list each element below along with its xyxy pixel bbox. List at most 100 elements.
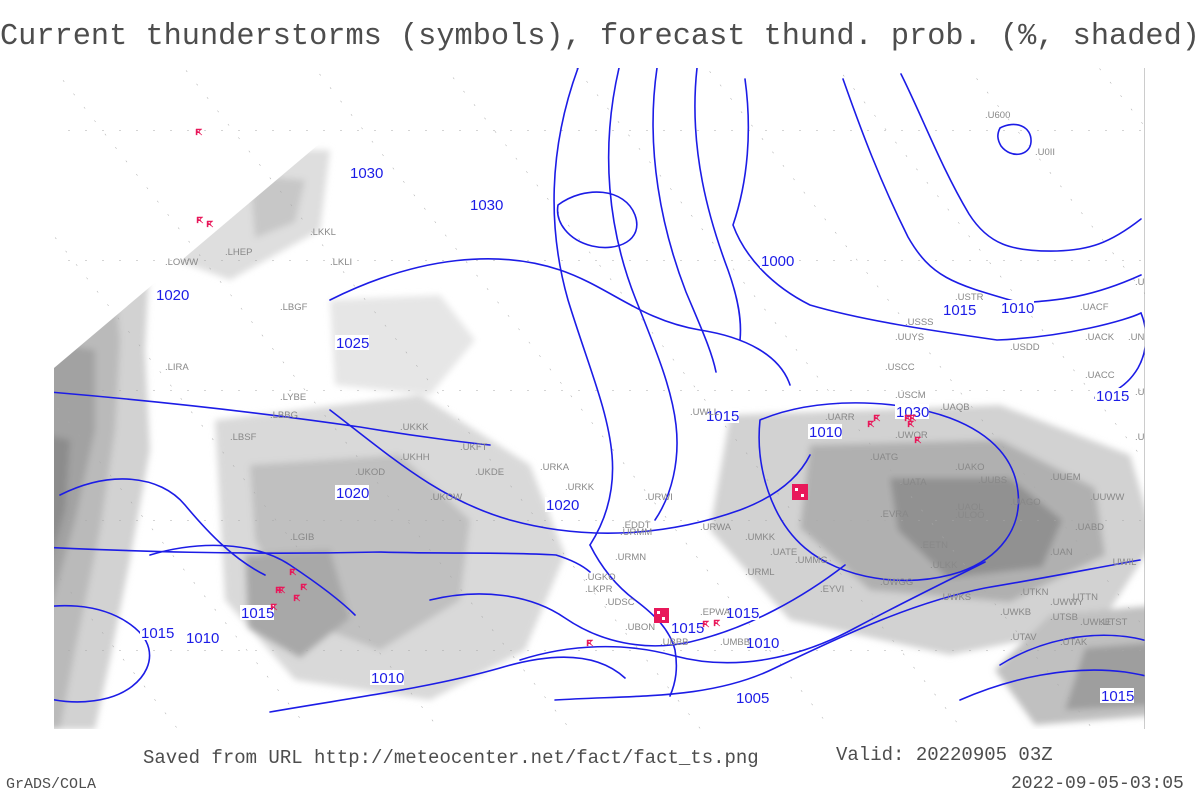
svg-text:.UACC: .UACC [1085,370,1115,381]
svg-text:.UNNT: .UNNT [1128,332,1157,343]
svg-text:.USSS: .USSS [905,317,934,328]
svg-text:.UUYS: .UUYS [895,332,924,343]
svg-text:.URKA: .URKA [540,462,570,473]
svg-text:.UTTN: .UTTN [1070,592,1098,603]
svg-text:.UTST: .UTST [1100,617,1128,628]
svg-text:.UWGG: .UWGG [880,577,913,588]
svg-text:1010: 1010 [371,670,404,687]
svg-text:1015: 1015 [943,302,976,319]
svg-text:.UABD: .UABD [1075,522,1104,533]
svg-text:.USCC: .USCC [885,362,915,373]
svg-text:.UWKB: .UWKB [1000,607,1031,618]
svg-text:.URWI: .URWI [645,492,673,503]
svg-text:.UAGO: .UAGO [1010,497,1041,508]
svg-text:.UMMG: .UMMG [795,555,828,566]
svg-text:.UKDE: .UKDE [475,467,504,478]
svg-text:.USRO: .USRO [1145,367,1175,378]
svg-text:.URWA: .URWA [700,522,732,533]
svg-text:.U600: .U600 [985,110,1010,121]
svg-text:.UASP: .UASP [1135,387,1164,398]
svg-text:.UATG: .UATG [870,452,898,463]
svg-text:.UKOD: .UKOD [355,467,385,478]
svg-text:.USDD: .USDD [1010,342,1040,353]
svg-text:1025: 1025 [336,335,369,352]
svg-text:.UWKS: .UWKS [940,592,971,603]
svg-text:.UDSC: .UDSC [605,597,635,608]
svg-text:.UTKN: .UTKN [1020,587,1049,598]
svg-text:.UWOR: .UWOR [895,430,928,441]
svg-text:.UATA: .UATA [900,477,927,488]
svg-text:.UTAK: .UTAK [1060,637,1088,648]
svg-text:.LKLI: .LKLI [330,257,352,268]
svg-text:1010: 1010 [1001,300,1034,317]
svg-text:.LOWW: .LOWW [165,257,198,268]
svg-text:.EYVI: .EYVI [820,584,844,595]
svg-text:.USNN: .USNN [1178,410,1200,421]
svg-text:.UUWW: .UUWW [1090,492,1124,503]
svg-text:.UKFT: .UKFT [460,442,488,453]
svg-text:.UAQB: .UAQB [940,402,970,413]
svg-text:.UMKK: .UMKK [745,532,776,543]
svg-text:.URMM: .URMM [620,527,652,538]
svg-text:.U0II: .U0II [1035,147,1055,158]
svg-text:.USNR: .USNR [1180,387,1200,398]
svg-text:1030: 1030 [350,165,383,182]
svg-text:.UTAV: .UTAV [1010,632,1037,643]
svg-text:.UACK: .UACK [1085,332,1115,343]
svg-text:1015: 1015 [241,605,274,622]
svg-text:.UBBB: .UBBB [660,637,689,648]
svg-text:.LIRA: .LIRA [165,362,189,373]
svg-text:.URMN: .URMN [615,552,646,563]
svg-text:.LBGF: .LBGF [280,302,308,313]
svg-text:.UACF: .UACF [1080,302,1109,313]
svg-text:.UBON: .UBON [625,622,655,633]
svg-text:.LKKL: .LKKL [310,227,336,238]
svg-text:.UWIL: .UWIL [1110,557,1136,568]
svg-text:.UARR: .UARR [825,412,855,423]
svg-text:.UWLL: .UWLL [690,407,719,418]
svg-text:1015: 1015 [1101,688,1134,705]
svg-text:.UAOL: .UAOL [955,502,984,513]
svg-text:1015: 1015 [726,605,759,622]
svg-text:.EETN: .EETN [920,540,948,551]
svg-text:.UGKO: .UGKO [585,572,616,583]
svg-text:1015: 1015 [671,620,704,637]
svg-text:1020: 1020 [336,485,369,502]
svg-text:.LYBE: .LYBE [280,392,306,403]
svg-text:1010: 1010 [746,635,779,652]
svg-text:.USCM: .USCM [895,390,926,401]
svg-text:.UNBB: .UNBB [1155,354,1184,365]
svg-text:.UUEM: .UUEM [1050,472,1081,483]
svg-text:.USTR: .USTR [955,292,984,303]
svg-text:.USMU: .USMU [1135,277,1166,288]
svg-text:1005: 1005 [736,690,769,707]
svg-text:.UAN: .UAN [1050,547,1073,558]
svg-text:1020: 1020 [156,287,189,304]
svg-text:1015: 1015 [141,625,174,642]
svg-text:.URML: .URML [745,567,775,578]
svg-text:1000: 1000 [761,253,794,270]
svg-text:.EVRA: .EVRA [880,509,909,520]
svg-text:.UUBS: .UUBS [978,475,1007,486]
svg-text:.USRK: .USRK [1155,392,1185,403]
svg-text:.LKPR: .LKPR [585,584,613,595]
svg-text:1015: 1015 [1096,388,1129,405]
svg-text:.URKK: .URKK [565,482,595,493]
svg-text:.LBSF: .LBSF [230,432,257,443]
svg-text:.USRR: .USRR [1150,412,1180,423]
svg-text:.UMBB: .UMBB [720,637,750,648]
svg-text:.ULKK: .ULKK [930,560,958,571]
svg-text:.UKOW: .UKOW [430,492,462,503]
svg-text:.EPWA: .EPWA [700,607,731,618]
svg-text:.LGIB: .LGIB [290,532,314,543]
svg-text:.LBBG: .LBBG [270,410,298,421]
svg-text:1010: 1010 [809,424,842,441]
svg-text:.UTSB: .UTSB [1050,612,1078,623]
svg-text:.UKKK: .UKKK [400,422,429,433]
svg-text:1030: 1030 [470,197,503,214]
svg-text:.LHEP: .LHEP [225,247,252,258]
svg-text:.UATE: .UATE [770,547,797,558]
svg-text:1020: 1020 [546,497,579,514]
svg-text:1010: 1010 [186,630,219,647]
svg-text:.UKHH: .UKHH [400,452,430,463]
